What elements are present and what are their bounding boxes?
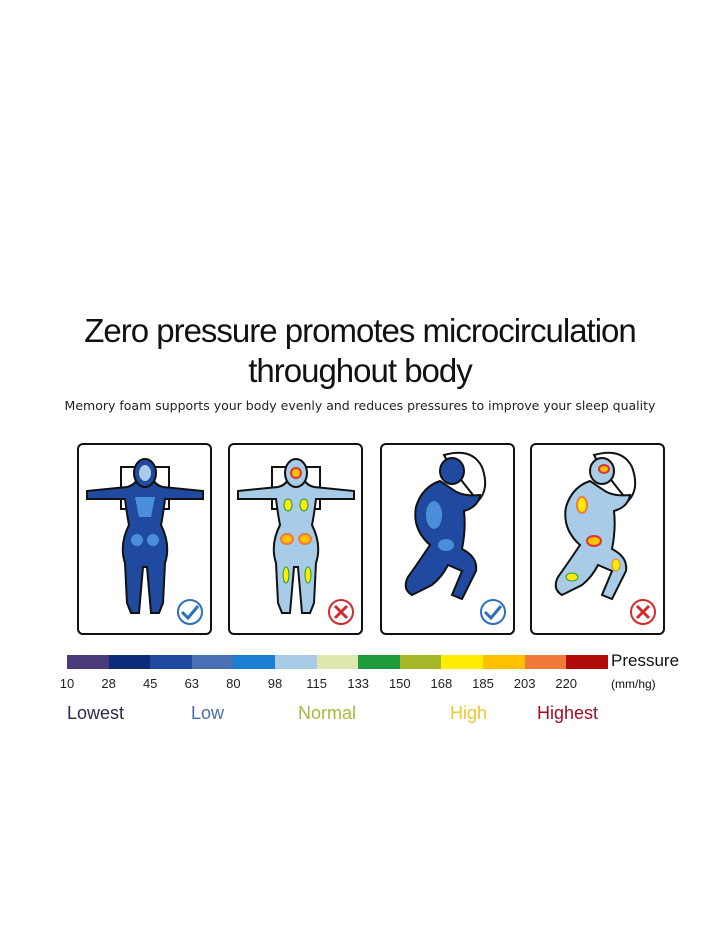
pressure-color-scale [67, 655, 608, 669]
scale-segment [358, 655, 400, 669]
scale-segment [524, 655, 567, 669]
scale-tick: 115 [306, 676, 327, 691]
check-icon [177, 599, 203, 625]
scale-segment [67, 655, 109, 669]
scale-tick: 10 [59, 676, 75, 691]
scale-tick: 45 [142, 676, 158, 691]
pose-panel-side-memory-foam [380, 443, 515, 635]
title-line-2: throughout body [248, 352, 473, 389]
scale-segment [316, 655, 359, 669]
pressure-level-label: High [450, 703, 488, 723]
side-sleeper-figure [404, 451, 506, 625]
scale-tick: 28 [101, 676, 116, 691]
subtitle: Memory foam supports your body evenly an… [64, 398, 656, 413]
scale-segment [191, 655, 234, 669]
scale-tick: 185 [472, 676, 494, 691]
scale-tick: 168 [430, 676, 453, 691]
scale-tick: 150 [388, 676, 411, 691]
title-line-1: Zero pressure promotes microcirculation [84, 312, 637, 349]
scale-tick: 63 [184, 676, 200, 691]
pressure-level-label: Lowest [67, 703, 125, 723]
scale-segment [150, 655, 192, 669]
pressure-level-label: Low [191, 703, 225, 723]
scale-segment [233, 655, 275, 669]
scale-segment [566, 655, 608, 669]
scale-tick: 220 [555, 676, 578, 691]
scale-tick: 133 [347, 676, 370, 691]
scale-segment [441, 655, 483, 669]
scale-title: Pressure [611, 651, 680, 670]
scale-segment [482, 655, 525, 669]
back-sleeper-figure [237, 458, 355, 625]
scale-tick: 80 [226, 676, 241, 691]
scale-unit: (mm/hg) [611, 677, 656, 691]
pressure-level-label: Normal [298, 703, 357, 723]
scale-tick: 203 [513, 676, 536, 691]
scale-segment [274, 655, 317, 669]
scale-segment [108, 655, 151, 669]
cross-icon [630, 599, 656, 625]
scale-segment [399, 655, 442, 669]
pose-panel-back-memory-foam [77, 443, 212, 635]
scale-tick: 98 [267, 676, 283, 691]
pressure-level-label: Highest [537, 703, 599, 723]
pose-panel-side-ordinary [530, 443, 665, 635]
side-sleeper-figure [554, 451, 656, 625]
back-sleeper-figure [86, 458, 204, 625]
pose-panel-back-ordinary [228, 443, 363, 635]
check-icon [480, 599, 506, 625]
cross-icon [328, 599, 354, 625]
